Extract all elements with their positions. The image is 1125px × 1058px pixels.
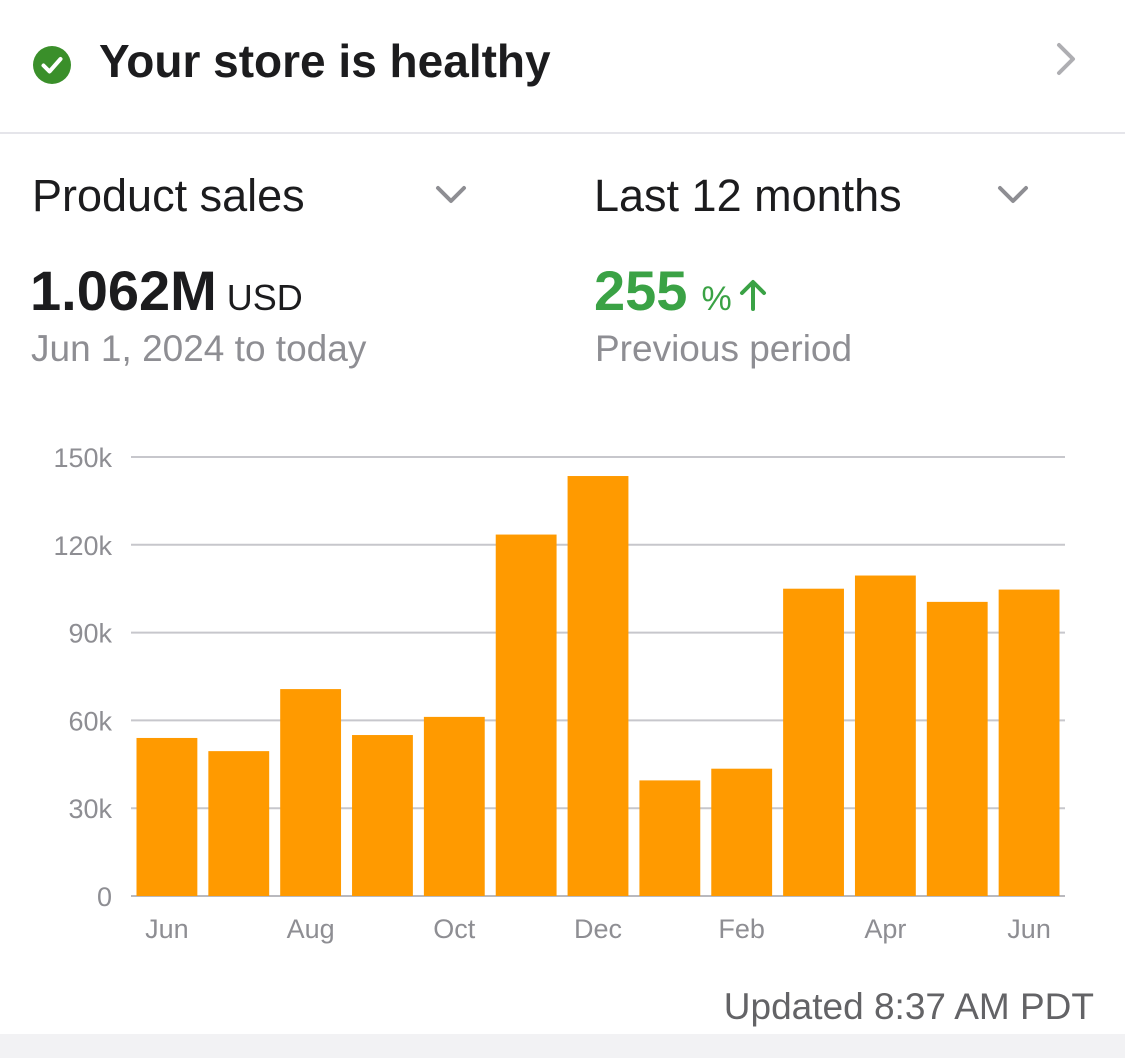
x-tick-label: Feb (718, 914, 765, 944)
chevron-down-icon (998, 186, 1028, 203)
bottom-separator (0, 1034, 1125, 1058)
bar-aug-2[interactable] (280, 689, 342, 896)
y-tick-label: 60k (68, 706, 112, 736)
total-sales-unit: USD (226, 277, 303, 318)
store-health-row[interactable]: Your store is healthy (0, 0, 1125, 134)
bar-jun-0[interactable] (136, 737, 198, 896)
bar-mar-9[interactable] (783, 588, 844, 896)
bar-may-11[interactable] (926, 601, 988, 896)
chart-bars (136, 476, 1060, 896)
chart-axis: 0 30k 60k 90k 120k 150k Jun Aug Oct Dec Feb Apr Jun (53, 443, 1050, 944)
x-tick-label: Apr (864, 914, 906, 944)
check-circle-icon (33, 46, 71, 84)
total-sales-number: 1.062M (30, 259, 217, 322)
x-tick-label: Oct (433, 914, 476, 944)
sales-change-value: 255% (594, 258, 768, 332)
sales-change-unit: % (701, 280, 732, 318)
chevron-right-icon (1057, 43, 1075, 75)
sales-bar-chart-svg: 0 30k 60k 90k 120k 150k Jun Aug Oct Dec Feb Apr Jun (53, 443, 1065, 944)
y-tick-label: 0 (97, 882, 112, 912)
y-tick-label: 150k (53, 443, 112, 473)
period-selector[interactable]: Last 12 months (594, 168, 1034, 228)
x-tick-label: Dec (574, 914, 622, 944)
bar-jun-12[interactable] (998, 589, 1060, 896)
sales-change-number: 255 (594, 259, 688, 322)
metric-selector-label: Product sales (32, 170, 305, 221)
total-sales-range: Jun 1, 2024 to today (31, 328, 367, 369)
y-tick-label: 30k (68, 794, 112, 824)
period-selector-label: Last 12 months (594, 170, 902, 221)
bar-jan-7[interactable] (639, 780, 701, 896)
bar-jul-1[interactable] (208, 751, 270, 896)
sales-change-caption: Previous period (595, 328, 853, 369)
bar-feb-8[interactable] (711, 768, 773, 896)
bar-dec-6[interactable] (567, 476, 629, 896)
updated-timestamp: Updated 8:37 AM PDT (723, 986, 1094, 1027)
x-tick-label: Jun (145, 914, 189, 944)
y-tick-label: 90k (68, 619, 112, 649)
sales-bar-chart: 0 30k 60k 90k 120k 150k Jun Aug Oct Dec Feb Apr Jun (0, 430, 1125, 960)
bar-sep-3[interactable] (352, 735, 413, 896)
metric-selector[interactable]: Product sales (32, 168, 472, 228)
x-tick-label: Jun (1007, 914, 1051, 944)
arrow-up-icon (739, 280, 766, 311)
y-tick-label: 120k (53, 531, 112, 561)
bar-nov-5[interactable] (495, 534, 557, 896)
store-health-title: Your store is healthy (99, 35, 551, 87)
chevron-down-icon (436, 186, 466, 203)
bar-apr-10[interactable] (854, 575, 916, 896)
bar-oct-4[interactable] (423, 716, 485, 896)
total-sales-value: 1.062M USD (30, 258, 303, 331)
x-tick-label: Aug (287, 914, 335, 944)
